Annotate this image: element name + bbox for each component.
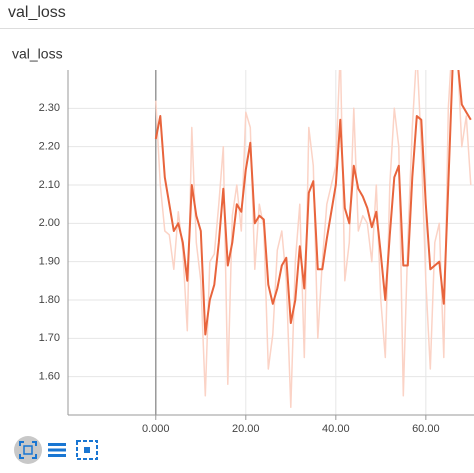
fit-icon xyxy=(19,441,37,459)
x-tick-label: 0.000 xyxy=(142,423,170,435)
raw-line xyxy=(155,70,472,409)
x-tick-label: 20.00 xyxy=(232,423,260,435)
y-tick-label: 2.20 xyxy=(39,141,60,153)
y-tick-label: 2.30 xyxy=(39,102,60,114)
toolbar xyxy=(14,436,98,464)
header-bar xyxy=(0,0,474,28)
y-tick-label: 2.10 xyxy=(39,179,60,191)
fit-icon-center xyxy=(23,445,33,455)
plot-area xyxy=(154,70,472,409)
chart-title: val_loss xyxy=(12,46,63,62)
y-tick-label: 1.90 xyxy=(39,256,60,268)
y-tick-label: 1.80 xyxy=(39,294,60,306)
header-title: val_loss xyxy=(8,4,66,21)
fit-domain-button[interactable] xyxy=(14,436,42,464)
smoothed-line xyxy=(154,70,472,336)
y-tick-label: 1.70 xyxy=(39,332,60,344)
axis-labels: 1.60 1.70 1.80 1.90 2.00 2.10 2.20 2.30 0.000 20.… xyxy=(39,102,440,435)
expand-button[interactable] xyxy=(76,440,98,460)
y-tick-label: 2.00 xyxy=(39,217,60,229)
y-tick-label: 1.60 xyxy=(39,371,60,383)
x-tick-label: 40.00 xyxy=(322,423,350,435)
x-tick-label: 60.00 xyxy=(412,423,440,435)
log-scale-button[interactable] xyxy=(48,443,66,457)
